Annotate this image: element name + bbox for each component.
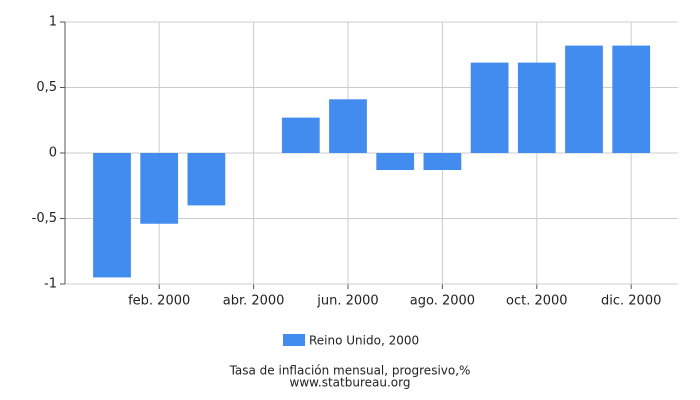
y-tick-label: 0,5 [36, 80, 57, 95]
bar [140, 153, 179, 224]
bar [93, 153, 131, 278]
y-tick-label: -0,5 [32, 211, 57, 226]
bar [565, 45, 603, 153]
bar [281, 117, 320, 153]
legend-label: Reino Unido, 2000 [309, 334, 419, 348]
x-tick-label: feb. 2000 [128, 294, 190, 309]
bar [423, 153, 462, 171]
bar [470, 62, 509, 153]
chart-subtitle: www.statbureau.org [290, 376, 411, 390]
bar [329, 99, 367, 153]
y-tick-label: -1 [44, 277, 57, 292]
chart-title: Tasa de inflación mensual, progresivo,% [229, 364, 471, 378]
x-tick-label: oct. 2000 [506, 294, 568, 309]
legend-swatch [283, 334, 305, 346]
x-tick-label: dic. 2000 [601, 294, 661, 309]
bar [612, 45, 651, 153]
bar [187, 153, 226, 206]
x-tick-label: jun. 2000 [316, 294, 378, 309]
bar [517, 62, 556, 153]
y-tick-label: 1 [49, 15, 57, 30]
x-tick-label: abr. 2000 [223, 294, 285, 309]
y-tick-label: 0 [49, 146, 57, 161]
x-tick-label: ago. 2000 [410, 294, 475, 309]
bar [376, 153, 415, 171]
